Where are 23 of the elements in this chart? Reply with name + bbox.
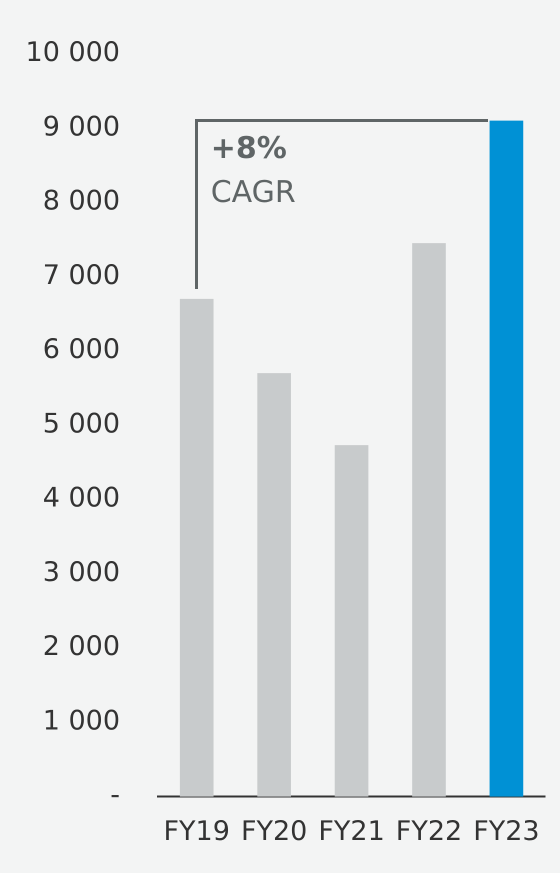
- bar: [490, 120, 524, 797]
- y-tick-label: 4 000: [42, 482, 120, 514]
- y-tick-label: 10 000: [26, 37, 120, 68]
- x-tick-label: FY23: [473, 816, 540, 847]
- y-tick-label: 9 000: [42, 111, 120, 142]
- y-tick-label: 5 000: [42, 408, 120, 440]
- x-tick-label: FY22: [396, 816, 462, 847]
- y-tick-label: 6 000: [42, 334, 120, 366]
- bar: [412, 243, 446, 797]
- annotation: CAGR: [210, 174, 296, 210]
- annotation: +8%: [210, 130, 287, 166]
- bar: [180, 298, 214, 797]
- x-tick-label: FY20: [240, 816, 308, 847]
- y-tick-label: 8 000: [42, 186, 120, 217]
- y-tick-label: 7 000: [42, 260, 120, 291]
- y-tick-label: 1 000: [42, 705, 120, 736]
- bar: [257, 373, 291, 797]
- y-tick-label: 3 000: [42, 556, 120, 588]
- y-tick-label: -: [110, 780, 120, 811]
- bar: [334, 445, 368, 797]
- x-tick-label: FY19: [164, 816, 230, 847]
- y-tick-label: 2 000: [42, 631, 120, 662]
- x-tick-label: FY21: [318, 816, 385, 847]
